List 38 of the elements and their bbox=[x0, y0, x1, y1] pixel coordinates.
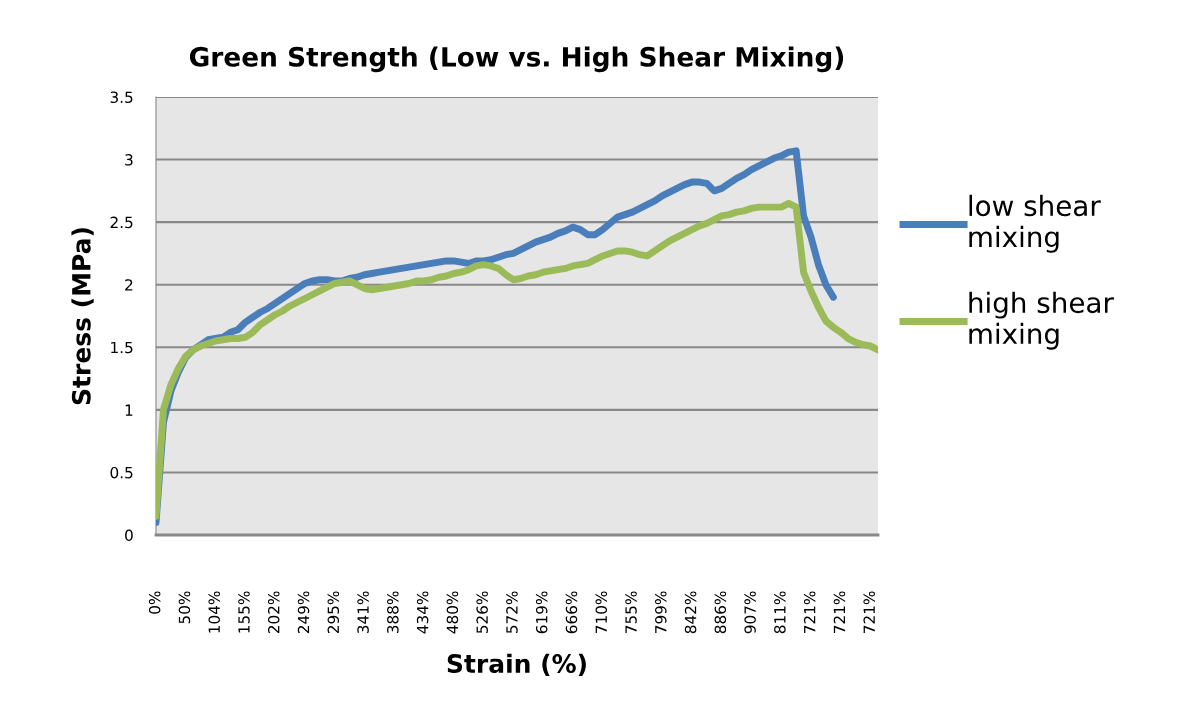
x-tick-label: 755% bbox=[625, 591, 637, 633]
x-tick-label: 434% bbox=[416, 591, 429, 634]
x-tick-label: 341% bbox=[357, 591, 369, 634]
x-tick-label: 811% bbox=[774, 591, 786, 634]
y-axis-title: Stress (MPa) bbox=[71, 228, 94, 405]
x-tick-label: 0% bbox=[148, 591, 161, 614]
x-tick-label: 666% bbox=[565, 591, 578, 634]
legend-label: high shear mixing bbox=[969, 291, 1114, 350]
x-tick-label: 721% bbox=[803, 591, 816, 633]
x-tick-label: 842% bbox=[684, 591, 697, 634]
x-tick-label: 572% bbox=[506, 591, 518, 634]
x-tick-label: 721% bbox=[833, 591, 846, 633]
y-tick-label: 0.5 bbox=[110, 466, 133, 479]
x-tick-label: 295% bbox=[327, 591, 340, 634]
x-tick-label: 388% bbox=[387, 591, 399, 634]
y-tick-label: 2.5 bbox=[110, 216, 133, 229]
y-tick-label: 2 bbox=[125, 279, 133, 291]
x-tick-label: 104% bbox=[208, 591, 220, 633]
x-tick-label: 202% bbox=[267, 591, 280, 634]
x-tick-label: 249% bbox=[297, 591, 310, 634]
x-tick-label: 799% bbox=[655, 591, 667, 633]
x-tick-label: 480% bbox=[446, 591, 459, 634]
y-tick-label: 1.5 bbox=[111, 341, 133, 354]
y-tick-label: 0 bbox=[125, 529, 133, 542]
y-tick-label: 3 bbox=[125, 154, 133, 166]
x-tick-label: 50% bbox=[178, 591, 191, 624]
y-tick-label: 1 bbox=[125, 404, 133, 416]
chart-title: Green Strength (Low vs. High Shear Mixing) bbox=[189, 46, 844, 73]
legend-label: low shear mixing bbox=[969, 194, 1101, 253]
x-tick-label: 710% bbox=[595, 591, 608, 633]
x-tick-label: 886% bbox=[714, 591, 727, 634]
x-axis-title: Strain (%) bbox=[447, 653, 586, 676]
x-tick-label: 721% bbox=[863, 591, 875, 633]
x-tick-label: 619% bbox=[535, 591, 548, 634]
x-tick-label: 526% bbox=[476, 591, 488, 634]
x-tick-label: 907% bbox=[744, 591, 756, 634]
y-tick-label: 3.5 bbox=[110, 91, 133, 104]
x-tick-label: 155% bbox=[238, 591, 250, 633]
